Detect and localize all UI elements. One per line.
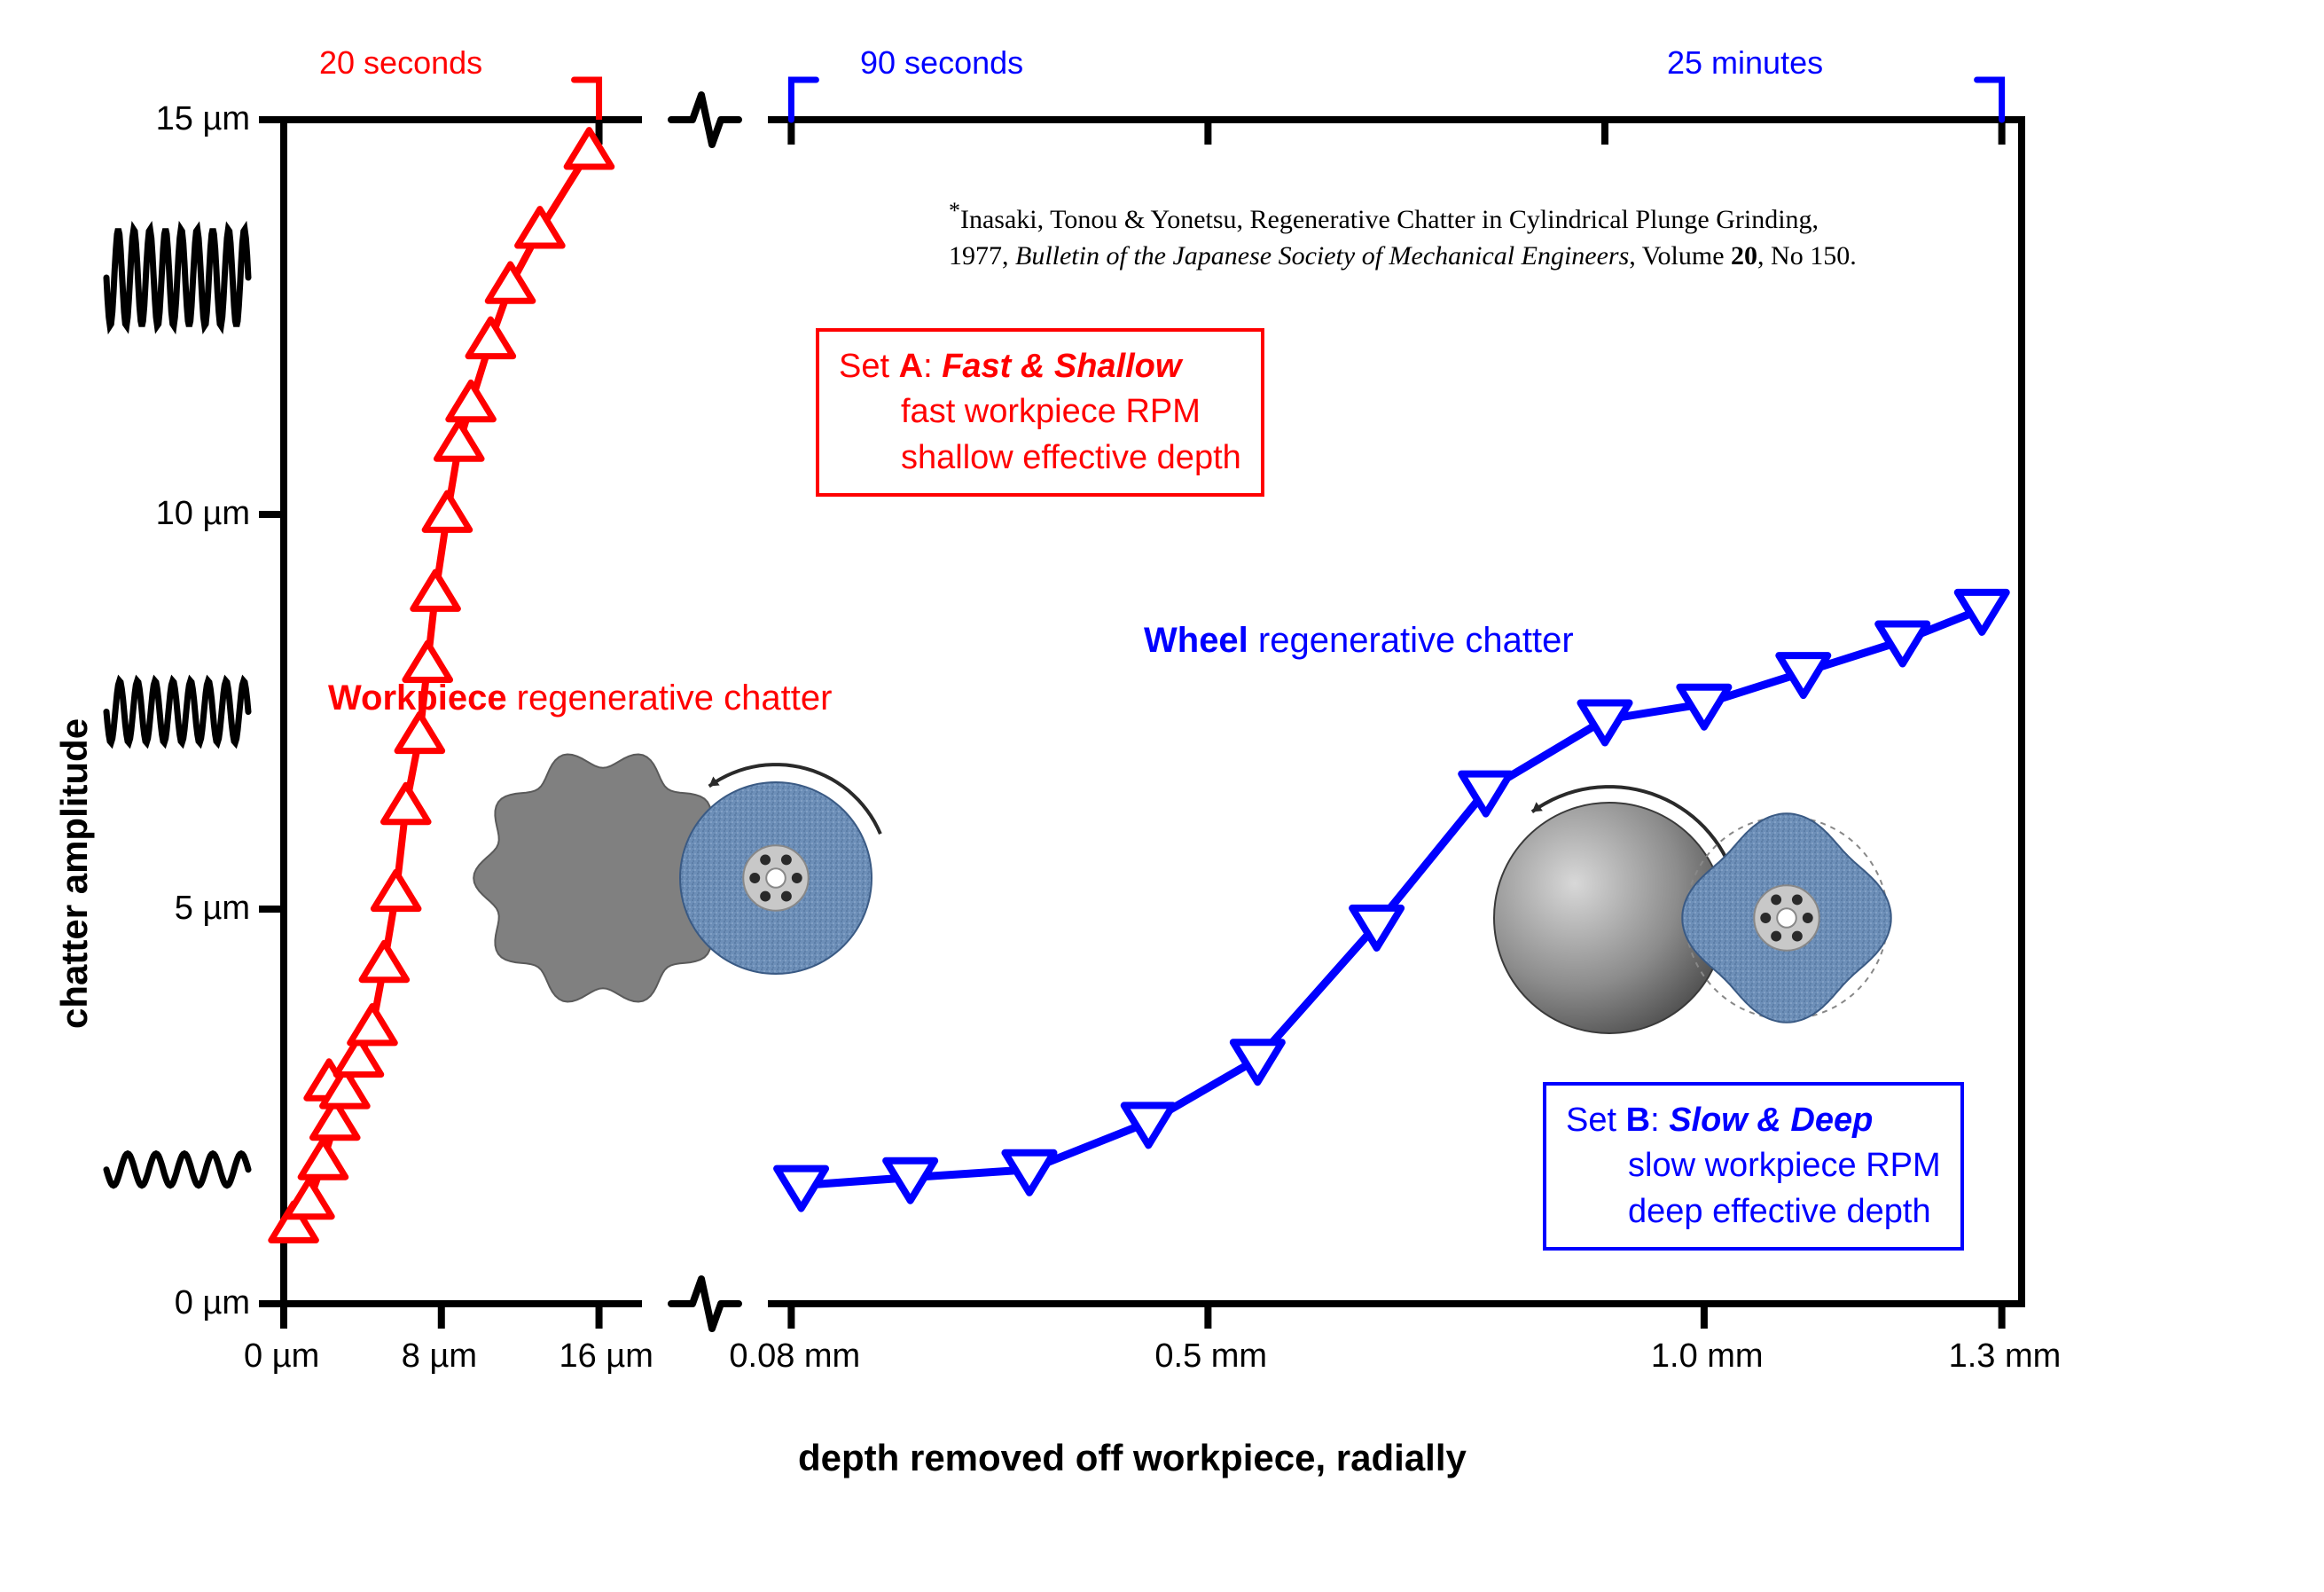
time-label-25m: 25 minutes	[1667, 44, 1823, 82]
x-tick-label-left: 16 µm	[559, 1337, 653, 1376]
y-axis-label: chatter amplitude	[53, 718, 96, 1029]
x-axis-label: depth removed off workpiece, radially	[798, 1437, 1467, 1479]
x-tick-label-left: 8 µm	[402, 1337, 477, 1376]
citation-line1: Inasaki, Tonou & Yonetsu, Regenerative C…	[960, 205, 1819, 234]
time-label-90s: 90 seconds	[860, 44, 1023, 82]
y-tick-label: 5 µm	[175, 890, 250, 928]
set-a-box: Set A: Fast & Shallow fast workpiece RPM…	[816, 328, 1264, 497]
series-label-wheel: Wheel regenerative chatter	[1144, 621, 1574, 661]
citation-text: *Inasaki, Tonou & Yonetsu, Regenerative …	[949, 195, 1995, 274]
x-tick-label-left: 0 µm	[244, 1337, 319, 1376]
time-label-20s: 20 seconds	[319, 44, 482, 82]
x-tick-label-right: 0.08 mm	[729, 1337, 860, 1376]
x-tick-label-right: 1.0 mm	[1651, 1337, 1764, 1376]
series-label-workpiece: Workpiece regenerative chatter	[328, 678, 832, 718]
set-b-box: Set B: Slow & Deep slow workpiece RPM de…	[1543, 1082, 1964, 1251]
chart-container: chatter amplitude depth removed off work…	[0, 0, 2324, 1592]
y-tick-label: 0 µm	[175, 1284, 250, 1322]
y-tick-label: 10 µm	[156, 495, 250, 533]
y-tick-label: 15 µm	[156, 100, 250, 138]
x-tick-label-right: 1.3 mm	[1949, 1337, 2062, 1376]
x-tick-label-right: 0.5 mm	[1154, 1337, 1267, 1376]
